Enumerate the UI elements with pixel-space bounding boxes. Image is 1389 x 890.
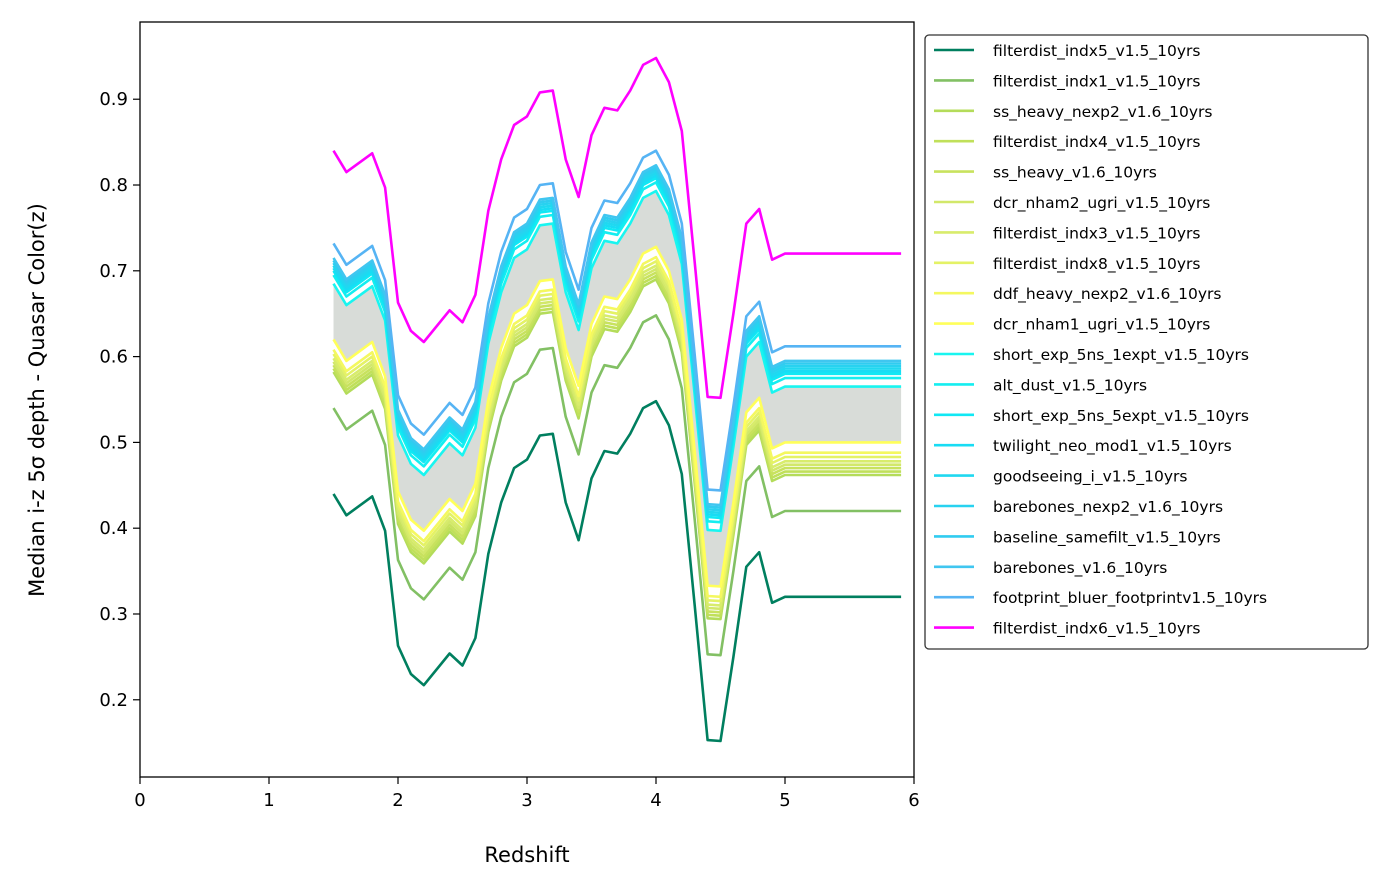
legend-label: ddf_heavy_nexp2_v1.6_10yrs xyxy=(993,285,1221,304)
legend-label: ss_heavy_nexp2_v1.6_10yrs xyxy=(993,103,1212,122)
series-line-2 xyxy=(332,314,902,657)
legend-label: baseline_samefilt_v1.5_10yrs xyxy=(993,528,1221,547)
legend-label: barebones_nexp2_v1.6_10yrs xyxy=(993,498,1223,517)
legend-entries: filterdist_indx5_v1.5_10yrs filterdist_in… xyxy=(934,42,1267,639)
legend-label: goodseeing_i_v1.5_10yrs xyxy=(993,468,1187,487)
series-line-20 xyxy=(332,56,902,400)
y-tick-label: 0.3 xyxy=(99,604,128,625)
spread-band xyxy=(333,191,902,587)
legend-label: dcr_nham1_ugri_v1.5_10yrs xyxy=(993,316,1210,335)
series-line-1 xyxy=(332,399,902,743)
legend-label: twilight_neo_mod1_v1.5_10yrs xyxy=(993,437,1232,456)
x-axis-ticks: 0 1 2 3 4 5 6 xyxy=(134,777,920,811)
legend-label: filterdist_indx3_v1.5_10yrs xyxy=(993,224,1201,243)
y-tick-label: 0.8 xyxy=(99,175,128,196)
y-tick-label: 0.7 xyxy=(99,261,128,282)
x-tick-label: 5 xyxy=(779,790,790,811)
y-tick-label: 0.2 xyxy=(99,690,128,711)
x-tick-label: 3 xyxy=(521,790,532,811)
legend: filterdist_indx5_v1.5_10yrs filterdist_in… xyxy=(924,34,1369,650)
x-tick-label: 6 xyxy=(908,790,919,811)
y-tick-label: 0.9 xyxy=(99,89,128,110)
y-axis-label: Median i-z 5σ depth - Quasar Color(z) xyxy=(25,203,49,597)
legend-label: filterdist_indx6_v1.5_10yrs xyxy=(993,620,1201,639)
legend-label: short_exp_5ns_5expt_v1.5_10yrs xyxy=(993,407,1249,426)
series-line-18 xyxy=(332,164,902,507)
series-line-10 xyxy=(332,245,902,588)
legend-label: filterdist_indx8_v1.5_10yrs xyxy=(993,255,1201,274)
legend-label: barebones_v1.6_10yrs xyxy=(993,559,1167,578)
x-axis-label: Redshift xyxy=(484,843,569,867)
series-line-19 xyxy=(332,149,902,492)
y-tick-label: 0.6 xyxy=(99,347,128,368)
legend-label: footprint_bluer_footprintv1.5_10yrs xyxy=(993,589,1267,608)
series-lines xyxy=(332,56,902,743)
x-tick-label: 0 xyxy=(134,790,145,811)
legend-label: dcr_nham2_ugri_v1.5_10yrs xyxy=(993,194,1210,213)
series-line-9 xyxy=(332,255,902,599)
band-area xyxy=(333,191,902,587)
x-tick-label: 2 xyxy=(392,790,403,811)
legend-label: filterdist_indx5_v1.5_10yrs xyxy=(993,42,1201,61)
legend-label: short_exp_5ns_1expt_v1.5_10yrs xyxy=(993,346,1249,365)
legend-frame xyxy=(924,34,1369,650)
y-tick-label: 0.4 xyxy=(99,518,128,539)
x-tick-label: 1 xyxy=(263,790,274,811)
x-tick-label: 4 xyxy=(650,790,661,811)
legend-label: filterdist_indx1_v1.5_10yrs xyxy=(993,72,1201,91)
legend-label: ss_heavy_v1.6_10yrs xyxy=(993,164,1157,183)
series-line-11 xyxy=(332,189,902,533)
y-axis-ticks: 0.2 0.3 0.4 0.5 0.6 0.7 0.8 0.9 xyxy=(99,89,140,711)
legend-label: alt_dust_v1.5_10yrs xyxy=(993,376,1147,395)
y-tick-label: 0.5 xyxy=(99,432,128,453)
legend-label: filterdist_indx4_v1.5_10yrs xyxy=(993,133,1201,152)
